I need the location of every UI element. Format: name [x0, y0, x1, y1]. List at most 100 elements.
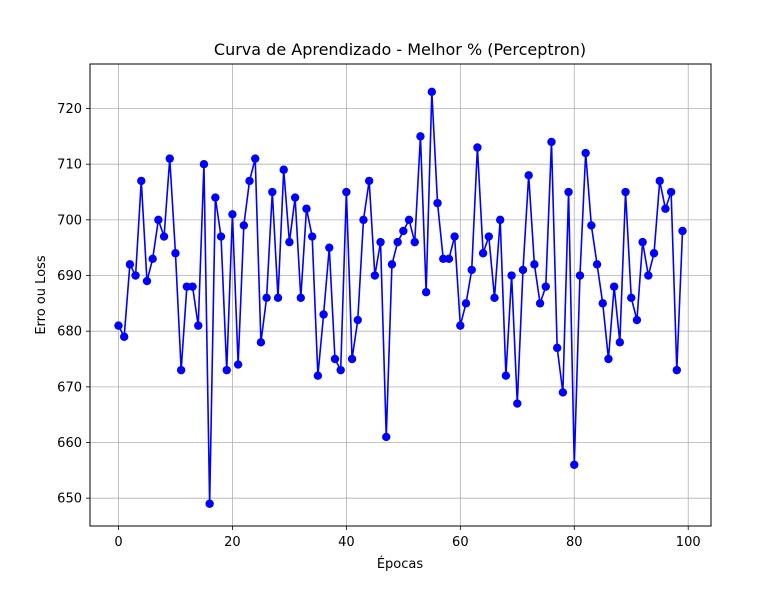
data-point — [644, 271, 653, 280]
x-tick-label: 0 — [114, 535, 122, 550]
data-point — [444, 254, 454, 264]
data-point — [216, 232, 226, 241]
data-point — [359, 215, 368, 225]
data-point — [627, 293, 636, 302]
series-group — [114, 87, 687, 508]
data-point — [382, 432, 391, 442]
data-point — [416, 132, 425, 141]
data-point — [467, 265, 476, 275]
y-tick-label: 710 — [57, 158, 82, 173]
data-point — [302, 204, 311, 213]
data-point — [279, 165, 288, 174]
y-tick-label: 660 — [57, 436, 82, 451]
data-point — [496, 215, 505, 225]
data-point — [433, 198, 442, 208]
data-point — [296, 293, 305, 302]
data-point — [285, 237, 294, 247]
data-point — [615, 338, 625, 347]
data-point — [404, 215, 414, 225]
data-point — [399, 226, 408, 236]
y-axis-label: Erro ou Loss — [34, 255, 49, 335]
data-point — [484, 232, 494, 241]
data-point — [239, 221, 249, 230]
data-point — [131, 271, 140, 280]
x-tick-label: 100 — [676, 535, 701, 550]
data-point — [137, 176, 146, 186]
data-point — [575, 271, 585, 280]
data-point — [176, 365, 186, 375]
data-point — [666, 187, 676, 197]
data-point — [205, 499, 214, 508]
data-point — [370, 271, 380, 280]
data-point — [222, 365, 231, 375]
data-point — [188, 282, 197, 291]
data-point — [336, 365, 345, 375]
y-tick-label: 690 — [57, 269, 82, 284]
data-point — [233, 360, 243, 369]
data-point — [342, 187, 351, 197]
data-point — [353, 315, 362, 325]
data-point — [581, 148, 590, 158]
data-point — [421, 288, 431, 297]
data-point — [142, 276, 152, 286]
data-point — [507, 271, 516, 280]
data-point — [199, 159, 209, 169]
data-point — [478, 249, 488, 258]
data-point — [564, 187, 573, 197]
data-point — [456, 321, 465, 330]
data-point — [638, 237, 647, 247]
data-point — [387, 260, 397, 269]
data-point — [154, 215, 163, 225]
data-point — [592, 260, 602, 269]
x-tick-label: 20 — [224, 535, 241, 550]
data-point — [171, 249, 180, 258]
data-point — [313, 371, 323, 380]
data-point — [256, 338, 266, 347]
chart-title: Curva de Aprendizado - Melhor % (Percept… — [214, 40, 586, 59]
y-tick-label: 680 — [57, 325, 82, 340]
data-point — [273, 293, 283, 302]
data-point — [655, 176, 664, 186]
data-point — [119, 332, 129, 341]
data-point — [649, 249, 659, 258]
data-point — [393, 237, 402, 247]
data-point — [245, 176, 254, 186]
data-point — [558, 388, 568, 397]
data-point — [518, 265, 528, 275]
data-point — [114, 321, 123, 330]
data-point — [330, 354, 340, 364]
data-point — [262, 293, 271, 302]
data-point — [632, 315, 642, 325]
data-point — [473, 143, 482, 152]
data-point — [268, 187, 277, 197]
data-point — [552, 343, 562, 353]
data-point — [307, 232, 317, 241]
data-point — [501, 371, 511, 380]
data-point — [661, 204, 670, 213]
data-point — [513, 399, 522, 408]
y-tick-label: 670 — [57, 380, 82, 395]
data-point — [450, 232, 459, 241]
data-point — [672, 365, 682, 375]
axis-ticks: 0 20 40 60 80 100 650 660 670 680 690 700 710 720 — [57, 102, 700, 550]
data-point — [490, 293, 499, 302]
data-point — [165, 154, 174, 163]
data-point — [228, 210, 237, 219]
data-point — [125, 260, 135, 269]
data-point — [547, 137, 556, 147]
data-point — [325, 243, 334, 252]
plot-area-frame — [89, 63, 712, 527]
data-point — [364, 176, 374, 186]
data-point — [621, 187, 630, 197]
data-point — [159, 232, 169, 241]
x-tick-label: 80 — [566, 535, 583, 550]
y-tick-label: 650 — [57, 492, 82, 507]
y-tick-label: 720 — [57, 102, 82, 117]
data-point — [598, 299, 607, 308]
data-point — [570, 460, 579, 469]
data-point — [530, 260, 539, 269]
x-tick-label: 40 — [338, 535, 355, 550]
grid — [90, 64, 711, 526]
